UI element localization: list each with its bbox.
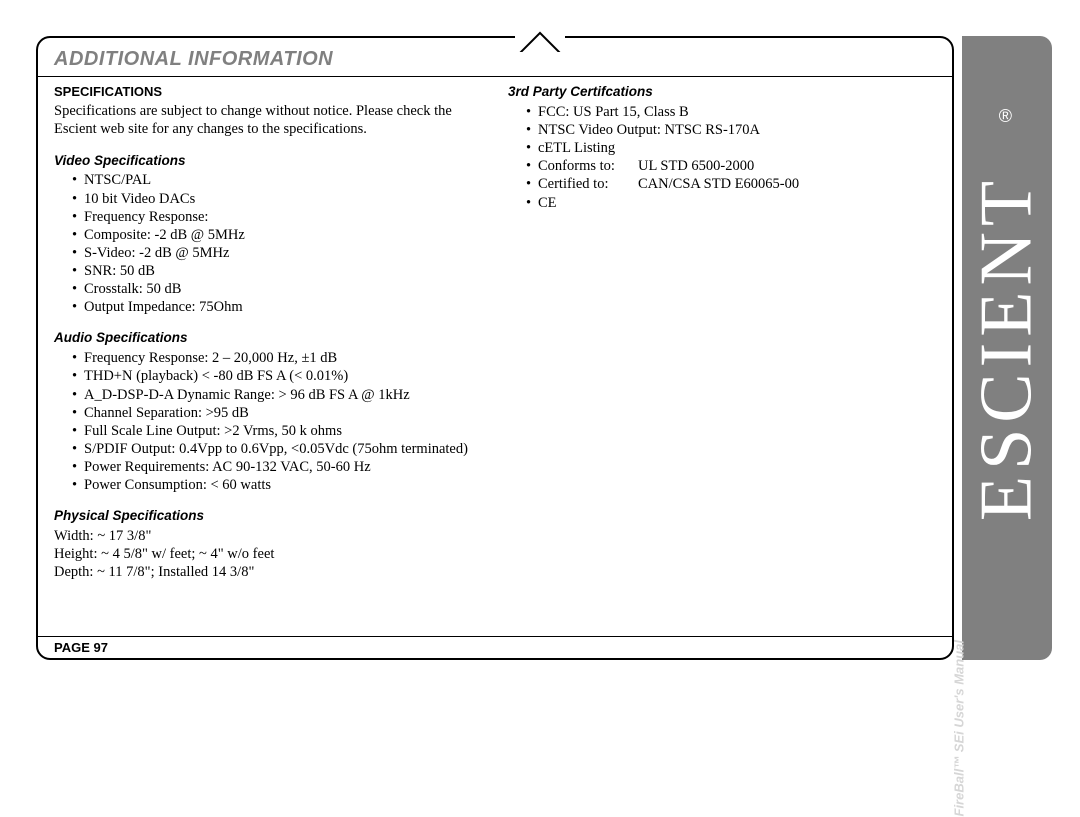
list-item: THD+N (playback) < -80 dB FS A (< 0.01%)	[72, 367, 480, 385]
heading-video-spec: Video Specifications	[54, 153, 480, 170]
list-item: Certified to: CAN/CSA STD E60065-00	[526, 175, 934, 193]
rule-top	[36, 76, 954, 78]
list-item: S/PDIF Output: 0.4Vpp to 0.6Vpp, <0.05Vd…	[72, 440, 480, 458]
registered-mark-icon: ®	[999, 106, 1012, 127]
list-item: 10 bit Video DACs	[72, 190, 480, 208]
list-item: Frequency Response: 2 – 20,000 Hz, ±1 dB	[72, 349, 480, 367]
list-video-spec: NTSC/PAL 10 bit Video DACs Frequency Res…	[54, 171, 480, 316]
list-item: S-Video: -2 dB @ 5MHz	[72, 244, 480, 262]
conforms-label: Conforms to:	[538, 157, 638, 175]
rule-bottom	[36, 636, 954, 638]
side-caption: FireBall™ SEi User's Manual	[951, 640, 966, 817]
side-caption-rest: User's Manual	[951, 640, 966, 731]
certified-value: CAN/CSA STD E60065-00	[638, 175, 799, 193]
side-tab: ESCIENT ®	[962, 36, 1052, 660]
physical-spec-lines: Width: ~ 17 3/8" Height: ~ 4 5/8" w/ fee…	[54, 527, 480, 581]
heading-specifications: SPECIFICATIONS	[54, 84, 480, 100]
column-left: SPECIFICATIONS Specifications are subjec…	[54, 84, 480, 582]
list-item: Crosstalk: 50 dB	[72, 280, 480, 298]
list-item: CE	[526, 194, 934, 212]
list-item: SNR: 50 dB	[72, 262, 480, 280]
list-item: Full Scale Line Output: >2 Vrms, 50 k oh…	[72, 422, 480, 440]
list-item: A_D-DSP-D-A Dynamic Range: > 96 dB FS A …	[72, 386, 480, 404]
side-caption-product: FireBall™ SEi	[951, 731, 966, 816]
heading-physical-spec: Physical Specifications	[54, 508, 480, 525]
section-title: ADDITIONAL INFORMATION	[54, 48, 333, 71]
heading-audio-spec: Audio Specifications	[54, 330, 480, 347]
certified-label: Certified to:	[538, 175, 638, 193]
list-item: Frequency Response:	[72, 208, 480, 226]
list-item: Channel Separation: >95 dB	[72, 404, 480, 422]
list-audio-spec: Frequency Response: 2 – 20,000 Hz, ±1 dB…	[54, 349, 480, 494]
brand-logo-text: ESCIENT	[965, 36, 1050, 660]
list-item: Conforms to: UL STD 6500-2000	[526, 157, 934, 175]
frame-notch	[515, 22, 565, 52]
heading-certifications: 3rd Party Certifcations	[508, 84, 934, 101]
content-columns: SPECIFICATIONS Specifications are subjec…	[54, 84, 934, 582]
list-item: NTSC Video Output: NTSC RS-170A	[526, 121, 934, 139]
conforms-value: UL STD 6500-2000	[638, 157, 754, 175]
page-number: PAGE 97	[54, 640, 108, 655]
phys-line: Height: ~ 4 5/8" w/ feet; ~ 4" w/o feet	[54, 545, 480, 563]
intro-paragraph: Specifications are subject to change wit…	[54, 102, 480, 138]
phys-line: Width: ~ 17 3/8"	[54, 527, 480, 545]
column-right: 3rd Party Certifcations FCC: US Part 15,…	[508, 84, 934, 582]
list-item: Power Consumption: < 60 watts	[72, 476, 480, 494]
list-item: Output Impedance: 75Ohm	[72, 298, 480, 316]
list-certifications: FCC: US Part 15, Class B NTSC Video Outp…	[508, 103, 934, 212]
list-item: Composite: -2 dB @ 5MHz	[72, 226, 480, 244]
list-item: NTSC/PAL	[72, 171, 480, 189]
phys-line: Depth: ~ 11 7/8"; Installed 14 3/8"	[54, 563, 480, 581]
list-item: Power Requirements: AC 90-132 VAC, 50-60…	[72, 458, 480, 476]
list-item: cETL Listing	[526, 139, 934, 157]
list-item: FCC: US Part 15, Class B	[526, 103, 934, 121]
